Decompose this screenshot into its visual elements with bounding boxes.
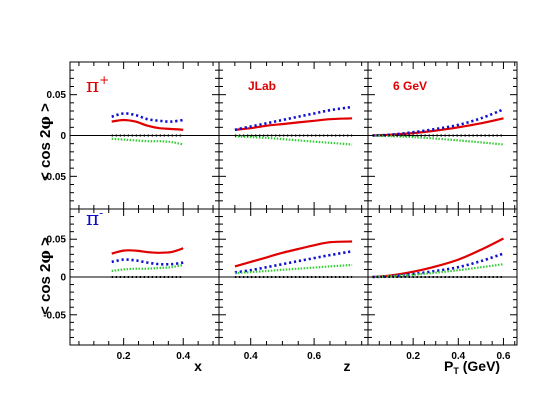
pt-main: P [444, 358, 453, 374]
x-tick-label: 0.2 [117, 351, 131, 362]
ylabel-phi: φ [36, 116, 54, 130]
x-tick-label: 0.4 [176, 351, 190, 362]
axis-ticks: 0.05 0 -0.05 0.05 0 -0.05 0.2 0.4 0.4 0.6 0.2 0.4 0.… [43, 62, 517, 362]
x-tick-label: 0.4 [451, 351, 465, 362]
blue-dotted-curve [111, 112, 184, 123]
ylabel-main: < cos 2 [37, 264, 54, 315]
x-tick-label: 0.2 [406, 351, 420, 362]
panel-frames [69, 61, 518, 346]
green-dotted-curve [234, 263, 353, 275]
pt-rest: (GeV) [459, 358, 500, 374]
x-tick-label: 0.6 [497, 351, 511, 362]
red-solid-curve [234, 117, 353, 131]
green-dotted-curve [234, 135, 353, 146]
pt-sub: T [453, 366, 459, 376]
ylabel-end: > [37, 237, 54, 250]
y-tick-label: 0 [60, 131, 66, 142]
pi-plus-sup: + [99, 73, 109, 87]
pi-minus-label: π- [86, 206, 103, 230]
blue-dotted-curve [372, 108, 504, 137]
blue-dotted-curve [234, 105, 353, 132]
red-solid-curve [234, 240, 353, 268]
curves [111, 105, 504, 279]
x-axis-label-x: x [194, 358, 202, 374]
ylabel-end: > [37, 103, 54, 116]
y-tick-label: -0.05 [43, 310, 66, 321]
blue-dotted-curve [111, 258, 184, 266]
y-tick-label: 0.05 [47, 235, 67, 246]
green-dotted-curve [111, 263, 184, 273]
red-solid-curve [111, 118, 184, 131]
y-tick-label: -0.05 [43, 172, 66, 183]
y-axis-label-top: < cos 2φ > [36, 103, 54, 181]
red-solid-curve [372, 117, 504, 137]
y-tick-label: 0.05 [47, 90, 67, 101]
green-dotted-curve [111, 137, 184, 146]
red-solid-curve [111, 247, 184, 255]
x-axis-label-pt: PT (GeV) [444, 358, 500, 376]
pi-plus-label: π+ [86, 73, 109, 97]
ylabel-phi: φ [36, 250, 54, 264]
jlab-label: JLab [248, 79, 276, 93]
x-tick-label: 0.4 [244, 351, 258, 362]
green-dotted-curve [372, 263, 504, 279]
x-axis-label-z: z [344, 358, 351, 374]
ylabel-main: < cos 2 [37, 130, 54, 181]
y-tick-label: 0 [60, 273, 66, 284]
pi-minus-sup: - [99, 206, 103, 220]
y-axis-label-bottom: < cos 2φ > [36, 237, 54, 315]
energy-label: 6 GeV [393, 79, 427, 93]
blue-dotted-curve [234, 250, 353, 274]
x-tick-label: 0.6 [307, 351, 321, 362]
green-dotted-curve [372, 134, 504, 146]
